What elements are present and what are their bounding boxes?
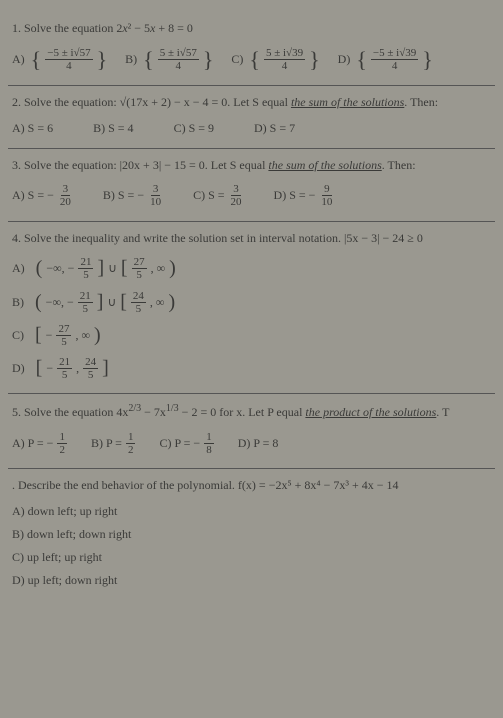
- q3-opt-c: C) S = 320: [193, 183, 243, 208]
- q1-text: 1. Solve the equation 2x² − 5x + 8 = 0: [12, 20, 491, 37]
- q5-opt-a: A) P = −12: [12, 431, 67, 456]
- q1-opt-c: C){5 ± i√394}: [231, 47, 319, 73]
- q2-opt-b: B) S = 4: [93, 121, 133, 136]
- q4-opt-b: B) (−∞, −215] ∪ [245, ∞): [12, 290, 491, 315]
- q6-text: . Describe the end behavior of the polyn…: [12, 477, 491, 494]
- q3-opt-a: A) S = −320: [12, 183, 73, 208]
- q6-opt-a: A) down left; up right: [12, 504, 491, 519]
- q5-options: A) P = −12 B) P = 12 C) P = −18 D) P = 8: [12, 431, 491, 456]
- problem-5: 5. Solve the equation 4x2/3 − 7x1/3 − 2 …: [8, 393, 495, 468]
- q4-opt-d: D) [−215, 245]: [12, 356, 491, 381]
- q4-opt-c: C) [−275, ∞): [12, 323, 491, 348]
- q1-opt-a: A){−5 ± i√574}: [12, 47, 107, 73]
- q5-opt-d: D) P = 8: [238, 436, 279, 451]
- q2-options: A) S = 6 B) S = 4 C) S = 9 D) S = 7: [12, 121, 491, 136]
- q5-opt-c: C) P = −18: [159, 431, 213, 456]
- q4-text: 4. Solve the inequality and write the so…: [12, 230, 491, 247]
- q3-opt-d: D) S = −910: [274, 183, 335, 208]
- q3-text: 3. Solve the equation: |20x + 3| − 15 = …: [12, 157, 491, 174]
- problem-1: 1. Solve the equation 2x² − 5x + 8 = 0 A…: [8, 12, 495, 85]
- problem-2: 2. Solve the equation: √(17x + 2) − x − …: [8, 85, 495, 148]
- q3-opt-b: B) S = −310: [103, 183, 163, 208]
- q6-opt-d: D) up left; down right: [12, 573, 491, 588]
- q6-opt-c: C) up left; up right: [12, 550, 491, 565]
- q1-opt-d: D){−5 ± i√394}: [338, 47, 433, 73]
- q2-opt-a: A) S = 6: [12, 121, 53, 136]
- q4-options: A) (−∞, −215] ∪ [275, ∞) B) (−∞, −215] ∪…: [12, 256, 491, 381]
- q2-opt-d: D) S = 7: [254, 121, 295, 136]
- q6-opt-b: B) down left; down right: [12, 527, 491, 542]
- q1-options: A){−5 ± i√574} B){5 ± i√574} C){5 ± i√39…: [12, 47, 491, 73]
- q2-opt-c: C) S = 9: [174, 121, 214, 136]
- q5-opt-b: B) P = 12: [91, 431, 136, 456]
- q4-opt-a: A) (−∞, −215] ∪ [275, ∞): [12, 256, 491, 281]
- problem-4: 4. Solve the inequality and write the so…: [8, 221, 495, 394]
- q3-options: A) S = −320 B) S = −310 C) S = 320 D) S …: [12, 183, 491, 208]
- q1-opt-b: B){5 ± i√574}: [125, 47, 213, 73]
- problem-3: 3. Solve the equation: |20x + 3| − 15 = …: [8, 148, 495, 221]
- q5-text: 5. Solve the equation 4x2/3 − 7x1/3 − 2 …: [12, 402, 491, 421]
- q2-text: 2. Solve the equation: √(17x + 2) − x − …: [12, 94, 491, 111]
- problem-6: . Describe the end behavior of the polyn…: [8, 468, 495, 600]
- q6-options: A) down left; up right B) down left; dow…: [12, 504, 491, 588]
